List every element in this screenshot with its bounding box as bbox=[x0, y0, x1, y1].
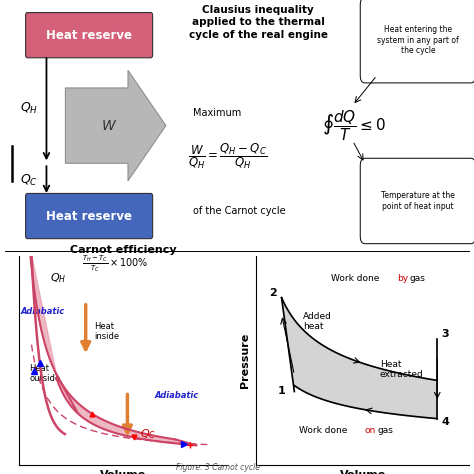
Text: $Q_C$: $Q_C$ bbox=[20, 173, 38, 189]
Text: $Q_H$: $Q_H$ bbox=[50, 271, 67, 285]
Text: $\oint\dfrac{dQ}{T}\leq 0$: $\oint\dfrac{dQ}{T}\leq 0$ bbox=[322, 108, 386, 143]
Text: Heat reserve: Heat reserve bbox=[46, 28, 132, 42]
Text: Figure. 3 Carnot cycle: Figure. 3 Carnot cycle bbox=[176, 463, 260, 472]
Text: Work done: Work done bbox=[299, 426, 350, 435]
Text: $Q_C$: $Q_C$ bbox=[140, 428, 156, 441]
Text: $\frac{T_H - T_C}{T_C} \times 100\%$: $\frac{T_H - T_C}{T_C} \times 100\%$ bbox=[82, 253, 148, 273]
Text: on: on bbox=[365, 426, 376, 435]
Text: 3: 3 bbox=[441, 329, 449, 339]
Text: Clausius inequality
applied to the thermal
cycle of the real engine: Clausius inequality applied to the therm… bbox=[189, 5, 328, 40]
Text: Work done: Work done bbox=[331, 274, 382, 283]
X-axis label: Volume: Volume bbox=[100, 470, 146, 474]
Text: by: by bbox=[397, 274, 408, 283]
Text: of the Carnot cycle: of the Carnot cycle bbox=[192, 206, 285, 216]
FancyBboxPatch shape bbox=[26, 13, 153, 58]
Text: gas: gas bbox=[377, 426, 393, 435]
Text: Adiabatic: Adiabatic bbox=[155, 391, 199, 400]
Polygon shape bbox=[65, 70, 166, 181]
Text: Adiabatic: Adiabatic bbox=[21, 307, 65, 316]
X-axis label: Volume: Volume bbox=[339, 470, 386, 474]
Text: Temperature at the
point of heat input: Temperature at the point of heat input bbox=[381, 191, 455, 210]
Text: $Q_H$: $Q_H$ bbox=[20, 100, 38, 116]
Text: Heat
extracted: Heat extracted bbox=[380, 359, 423, 379]
Text: Maximum: Maximum bbox=[192, 108, 241, 118]
Text: 2: 2 bbox=[269, 288, 276, 298]
Text: $W$: $W$ bbox=[101, 118, 117, 133]
Polygon shape bbox=[282, 298, 437, 419]
Text: Heat
outside: Heat outside bbox=[29, 364, 61, 383]
FancyBboxPatch shape bbox=[360, 0, 474, 83]
Title: Carnot efficiency: Carnot efficiency bbox=[70, 245, 176, 255]
Y-axis label: Pressure: Pressure bbox=[240, 333, 250, 388]
Text: Added
heat: Added heat bbox=[303, 311, 332, 331]
Text: 4: 4 bbox=[441, 417, 449, 427]
Text: Heat entering the
system in any part of
the cycle: Heat entering the system in any part of … bbox=[377, 25, 459, 55]
Polygon shape bbox=[29, 245, 196, 445]
Text: gas: gas bbox=[410, 274, 425, 283]
Text: Heat reserve: Heat reserve bbox=[46, 210, 132, 223]
Text: $\dfrac{W}{Q_H} = \dfrac{Q_H - Q_C}{Q_H}$: $\dfrac{W}{Q_H} = \dfrac{Q_H - Q_C}{Q_H}… bbox=[188, 141, 267, 171]
Text: 1: 1 bbox=[277, 386, 285, 396]
FancyBboxPatch shape bbox=[26, 193, 153, 239]
Text: Heat
inside: Heat inside bbox=[94, 322, 119, 341]
FancyBboxPatch shape bbox=[360, 158, 474, 244]
